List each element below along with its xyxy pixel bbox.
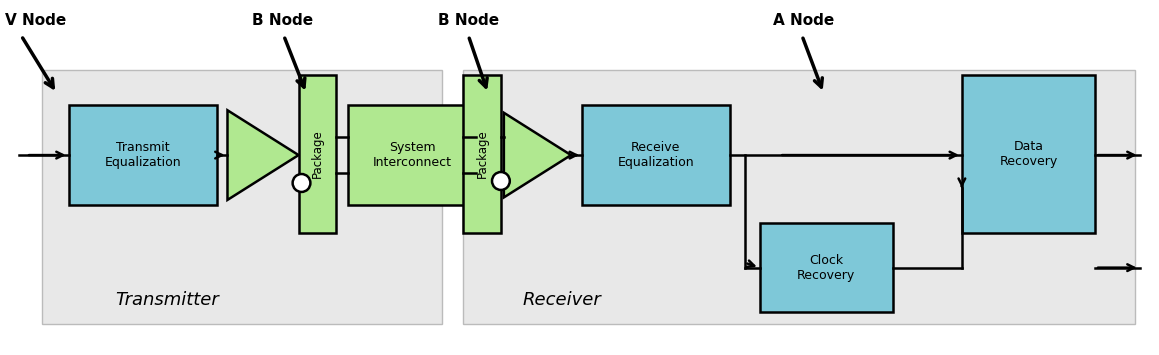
Bar [962,75,1095,233]
Bar [582,105,730,205]
Bar [759,223,892,312]
Text: B Node: B Node [438,13,498,28]
Bar [68,105,217,205]
Text: Data
Recovery: Data Recovery [999,140,1058,168]
Circle shape [292,174,311,192]
Text: Transmitter: Transmitter [116,290,219,308]
Bar [464,75,501,233]
Circle shape [493,172,510,190]
Bar [42,70,442,324]
Text: Clock
Recovery: Clock Recovery [797,253,855,282]
Text: Transmit
Equalization: Transmit Equalization [104,141,181,169]
Text: Package: Package [311,130,323,179]
Bar [348,105,476,205]
Text: Receiver: Receiver [523,290,602,308]
Text: A Node: A Node [773,13,834,28]
Polygon shape [227,110,299,200]
Text: Package: Package [475,130,489,179]
Text: V Node: V Node [6,13,66,28]
Text: Receive
Equalization: Receive Equalization [618,141,694,169]
Text: B Node: B Node [253,13,313,28]
Bar [299,75,336,233]
Text: System
Interconnect: System Interconnect [372,141,452,169]
Polygon shape [504,113,571,197]
Bar [464,70,1135,324]
